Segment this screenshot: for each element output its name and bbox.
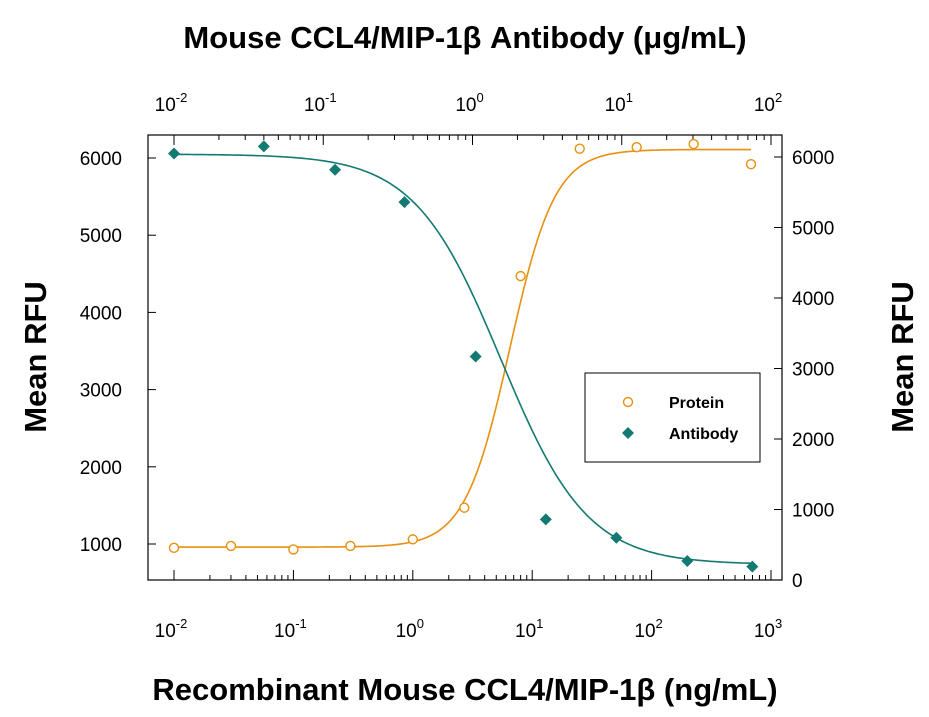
data-points <box>168 138 759 573</box>
antibody-point <box>610 531 623 544</box>
antibody-point <box>329 163 342 176</box>
y-right-tick-label: 6000 <box>792 148 834 169</box>
x-top-tick-label: 101 <box>605 90 633 116</box>
axis-ticks <box>148 135 782 581</box>
antibody-point <box>469 350 482 363</box>
antibody-point <box>257 140 270 153</box>
protein-point <box>688 138 699 150</box>
y-left-tick-label: 5000 <box>80 226 122 247</box>
protein-point <box>407 534 418 545</box>
y-left-tick-label: 2000 <box>80 458 122 479</box>
protein-fit-curve <box>174 148 751 548</box>
protein-point <box>168 542 180 554</box>
x-bottom-tick-label: 10-2 <box>155 616 188 642</box>
x-top-tick-label: 10-2 <box>155 90 188 116</box>
legend-marker-antibody <box>622 427 634 439</box>
legend-marker-protein <box>622 396 634 408</box>
antibody-fit-curve <box>173 153 753 565</box>
y-right-tick-label: 1000 <box>792 501 834 522</box>
legend-label-protein: Protein <box>669 395 724 412</box>
protein-point <box>631 141 642 153</box>
protein-point <box>345 540 356 552</box>
legend: Protein Antibody <box>584 372 761 463</box>
legend-box <box>584 372 761 463</box>
protein-point <box>288 544 299 555</box>
x-bottom-tick-label: 101 <box>515 616 543 642</box>
antibody-point <box>746 560 759 573</box>
protein-point <box>515 270 526 282</box>
plot-frame <box>147 134 783 581</box>
x-top-tick-label: 102 <box>754 90 782 116</box>
y-left-tick-label: 3000 <box>80 381 122 402</box>
y-right-tick-label: 5000 <box>792 219 834 240</box>
tick-labels: 10-2 10-1 100 101 102 103 10-2 10-1 100 101 102 100… <box>80 90 835 642</box>
protein-point <box>459 502 470 513</box>
legend-label-antibody: Antibody <box>669 426 738 443</box>
chart-title-top: Mouse CCL4/MIP-1β Antibody (μg/mL) <box>183 20 746 55</box>
fit-curves <box>173 148 753 565</box>
x-bottom-tick-label: 103 <box>754 616 782 642</box>
protein-point <box>225 540 237 552</box>
y-axis-label-right: Mean RFU <box>885 281 920 433</box>
antibody-point <box>398 196 411 209</box>
y-right-tick-label: 2000 <box>792 430 834 451</box>
antibody-point <box>681 554 694 567</box>
x-top-tick-label: 100 <box>455 90 483 116</box>
x-bottom-tick-label: 102 <box>634 616 662 642</box>
y-left-tick-label: 4000 <box>80 303 122 324</box>
y-left-tick-label: 6000 <box>80 149 122 170</box>
x-top-tick-label: 10-1 <box>304 90 337 116</box>
protein-point <box>745 158 757 170</box>
y-right-tick-label: 3000 <box>792 360 834 381</box>
protein-point <box>574 143 585 154</box>
y-right-tick-label: 4000 <box>792 289 834 310</box>
y-left-tick-label: 1000 <box>80 535 122 556</box>
y-right-tick-label: 0 <box>792 571 803 592</box>
antibody-point <box>539 513 552 526</box>
y-axis-label-left: Mean RFU <box>18 281 53 433</box>
x-bottom-tick-label: 10-1 <box>274 616 307 642</box>
x-axis-label: Recombinant Mouse CCL4/MIP-1β (ng/mL) <box>152 672 777 707</box>
antibody-point <box>168 147 180 160</box>
x-bottom-tick-label: 100 <box>396 616 424 642</box>
